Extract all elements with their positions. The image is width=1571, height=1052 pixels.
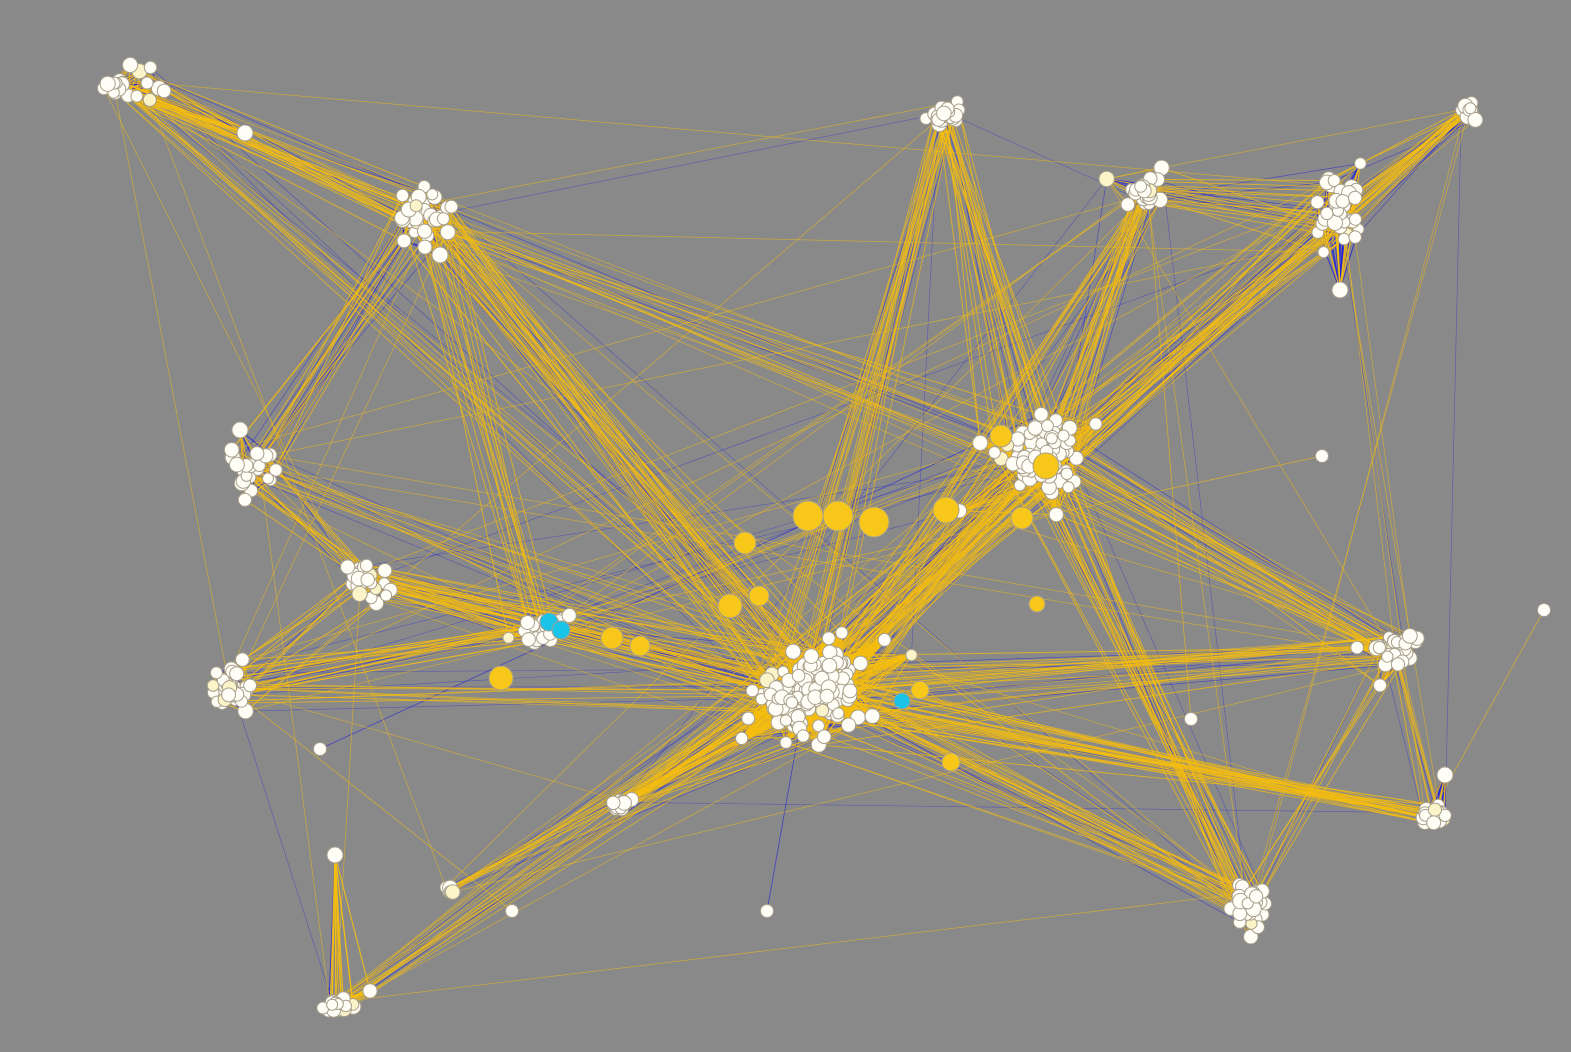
blue-edge xyxy=(549,446,1055,635)
blue-edge xyxy=(335,454,1045,1007)
blue-edge xyxy=(367,232,1318,580)
blue-edge xyxy=(1066,210,1339,475)
blue-edge xyxy=(1161,167,1252,937)
blue-edge xyxy=(415,109,960,219)
blue-edge xyxy=(1063,178,1108,453)
blue-edge xyxy=(1031,442,1397,658)
blue-edge xyxy=(236,202,416,465)
blue-edge xyxy=(139,70,452,208)
blue-edge xyxy=(620,178,1107,806)
blue-edge xyxy=(1385,664,1424,818)
blue-edge xyxy=(1041,414,1395,642)
blue-edge xyxy=(1444,110,1462,816)
blue-edge xyxy=(450,715,873,893)
blue-edge xyxy=(224,631,546,687)
blue-edge xyxy=(766,723,801,912)
blue-edge xyxy=(1063,222,1336,436)
blue-edge xyxy=(1032,456,1261,903)
blue-edge xyxy=(150,67,832,683)
blue-edge xyxy=(366,462,1039,566)
blue-edge xyxy=(233,583,354,696)
blue-edge xyxy=(231,464,1048,670)
blue-edge xyxy=(235,699,333,1002)
blue-edge xyxy=(269,454,778,687)
